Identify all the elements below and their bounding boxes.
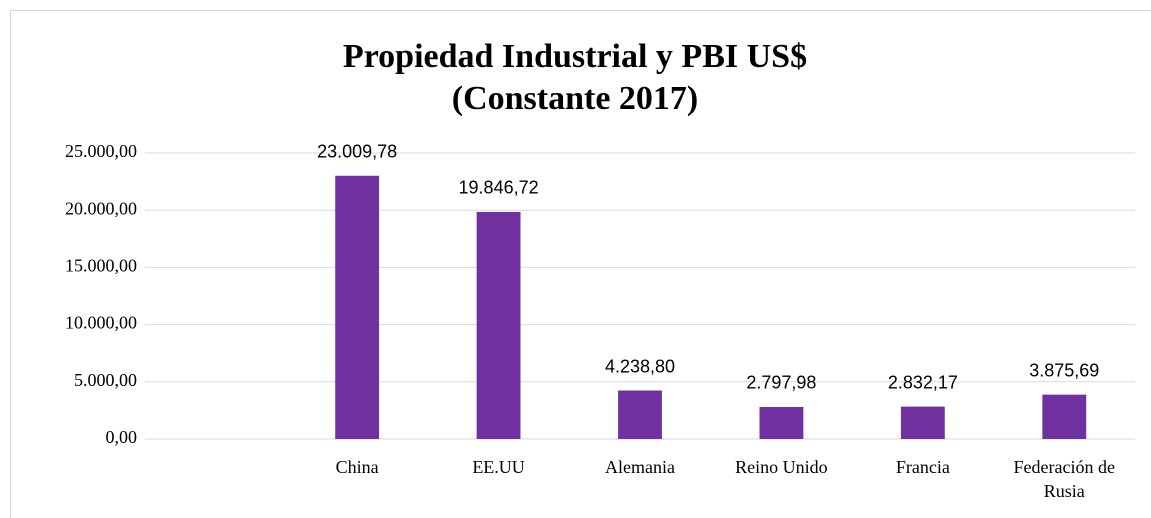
data-label: 2.797,98 [746, 373, 816, 393]
x-tick-label: Federación de Rusia [1013, 457, 1115, 501]
chart-title: Propiedad Industrial y PBI US$ [343, 38, 807, 75]
y-tick-label: 25.000,00 [65, 141, 137, 161]
bar [759, 406, 804, 439]
data-label: 3.875,69 [1029, 360, 1099, 380]
bar [618, 390, 662, 439]
chart-border [10, 10, 1151, 518]
bar [335, 175, 380, 439]
y-tick-label: 5.000,00 [74, 370, 137, 390]
y-tick-label: 10.000,00 [65, 313, 137, 333]
bar [900, 406, 945, 439]
data-label: 23.009,78 [317, 142, 397, 162]
data-label: 4.238,80 [605, 356, 675, 376]
x-tick-label: China [335, 457, 379, 477]
y-tick-label: 15.000,00 [65, 256, 137, 276]
data-label: 2.832,17 [888, 372, 958, 392]
bar [476, 211, 521, 439]
bar [1042, 394, 1087, 439]
x-tick-label: Francia [895, 457, 950, 477]
chart-title: (Constante 2017) [452, 80, 698, 117]
data-label: 19.846,72 [459, 178, 539, 198]
x-tick-label: Alemania [605, 457, 675, 477]
x-tick-label: Reino Unido [735, 457, 828, 477]
y-tick-label: 0,00 [106, 427, 138, 447]
y-tick-label: 20.000,00 [65, 198, 137, 218]
x-tick-label: EE.UU [472, 457, 525, 477]
